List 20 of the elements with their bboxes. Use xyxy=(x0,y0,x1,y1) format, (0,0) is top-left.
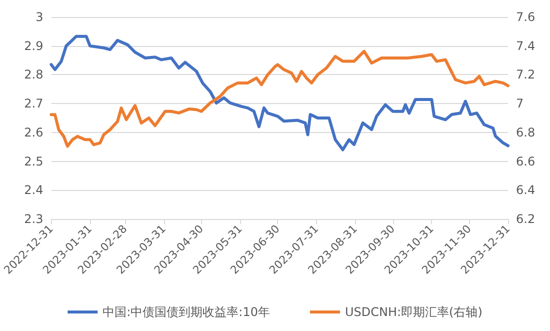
y2-tick-label: 7.2 xyxy=(516,68,536,82)
y2-tick-label: 7.6 xyxy=(516,10,536,24)
y-tick-label: 2.4 xyxy=(24,183,44,198)
y-tick-label: 2.3 xyxy=(24,212,44,226)
y-tick-label: 2.9 xyxy=(24,38,44,53)
y2-tick-label: 7.4 xyxy=(516,38,536,53)
y2-tick-label: 7 xyxy=(516,96,524,111)
line-series xyxy=(50,50,510,148)
y-tick-label: 2.8 xyxy=(24,68,44,82)
y-tick-label: 2.6 xyxy=(24,125,44,140)
y2-tick-label: 6.8 xyxy=(516,125,536,140)
line-series xyxy=(50,34,510,152)
y-tick-label: 2.5 xyxy=(24,154,44,168)
legend-label: 中国:中债国债到期收益率:10年 xyxy=(102,305,270,319)
y2-tick-label: 6.2 xyxy=(516,212,536,226)
y-tick-label: 3 xyxy=(36,10,44,24)
y2-tick-label: 6.4 xyxy=(516,183,536,198)
legend-label: USDCNH:即期汇率(右轴) xyxy=(344,305,482,319)
y2-tick-label: 6.6 xyxy=(516,154,536,168)
y-tick-label: 2.7 xyxy=(24,96,44,111)
